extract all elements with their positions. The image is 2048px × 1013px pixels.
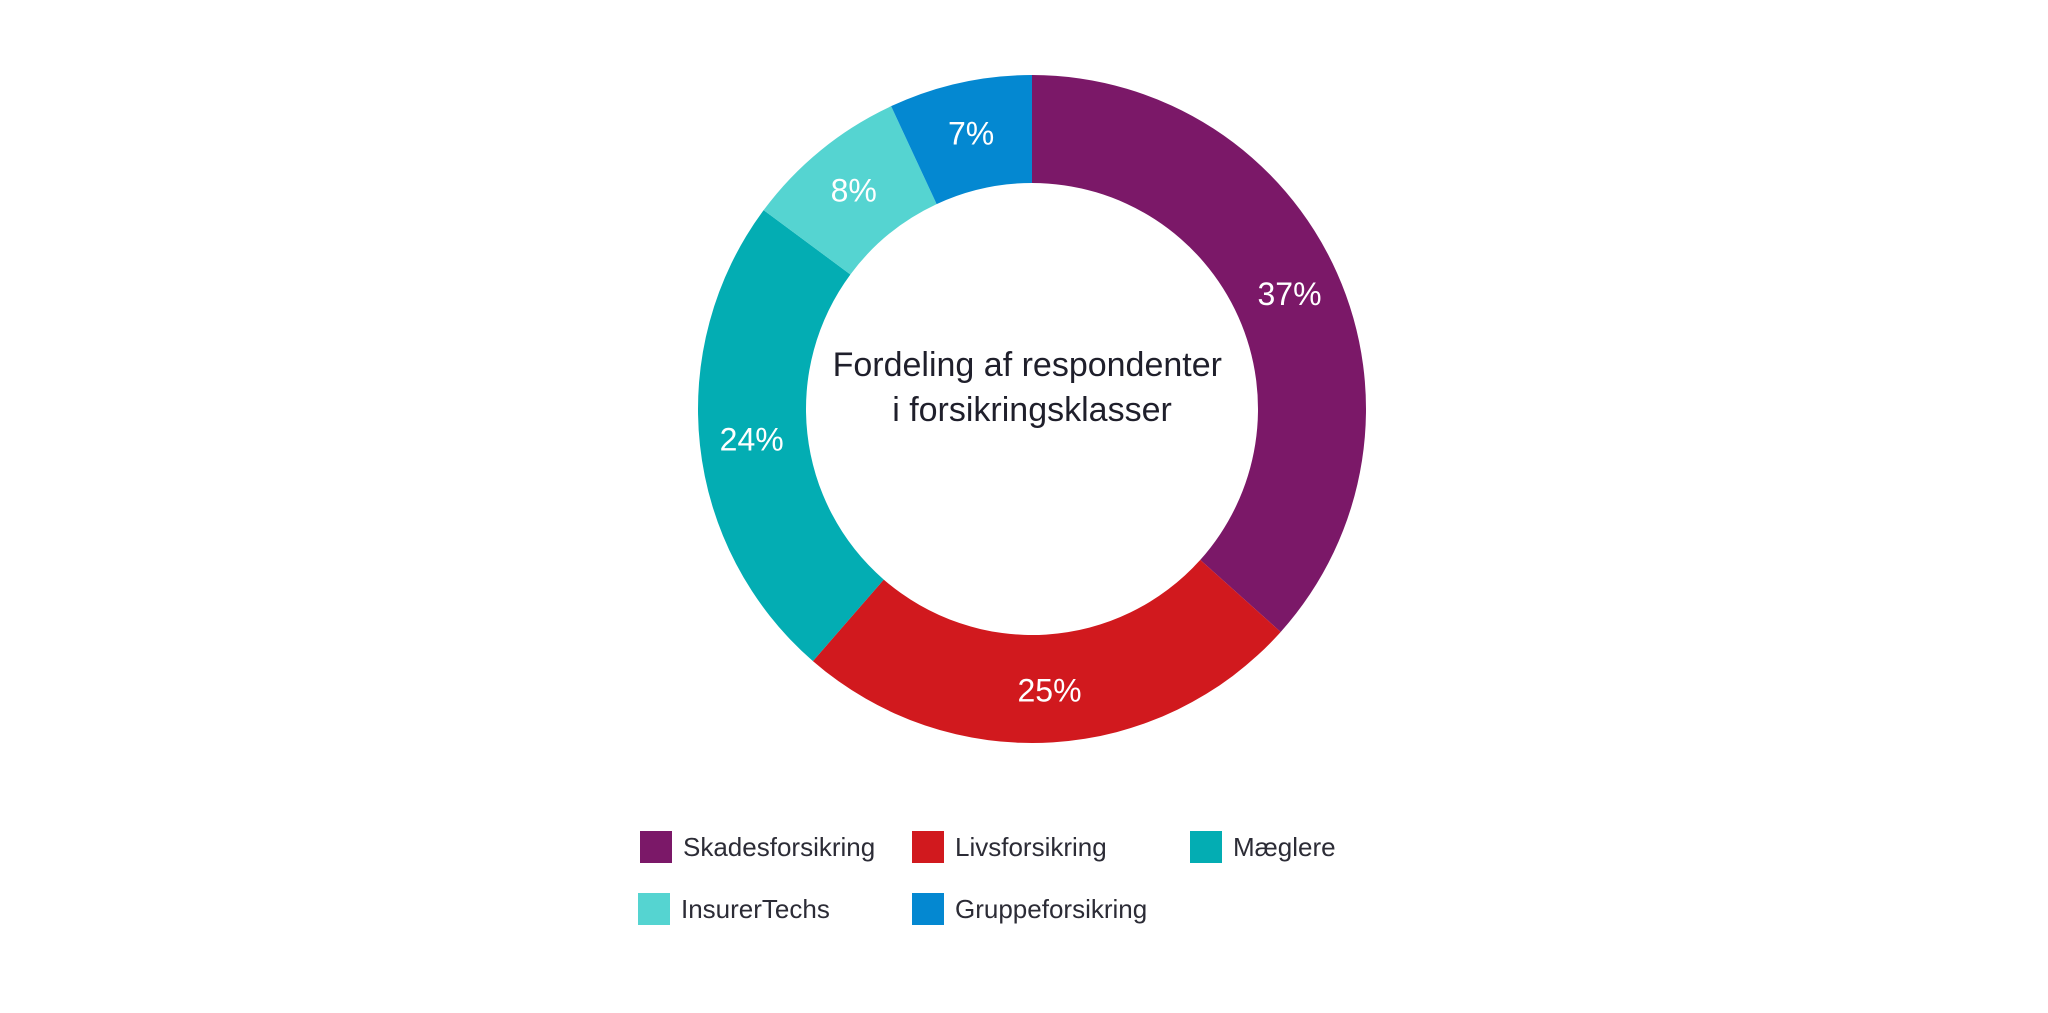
- slice-label-mæglere: 24%: [720, 422, 784, 458]
- slice-gruppeforsikring: [891, 75, 1032, 205]
- slice-label-skadesforsikring: 37%: [1257, 276, 1321, 312]
- legend-label: Gruppeforsikring: [955, 894, 1147, 924]
- chart-legend: Skadesforsikring Livsforsikring Mæglere Ins…: [638, 831, 1336, 925]
- legend-swatch: [912, 893, 944, 925]
- slice-mæglere: [698, 210, 884, 662]
- legend-label: InsurerTechs: [681, 894, 830, 924]
- legend-label: Skadesforsikring: [683, 832, 875, 862]
- legend-item-mæglere: Mæglere: [1190, 831, 1336, 863]
- legend-swatch: [912, 831, 944, 863]
- legend-swatch: [640, 831, 672, 863]
- legend-item-skadesforsikring: Skadesforsikring: [640, 831, 875, 863]
- chart-title: Fordeling af respondenter i forsikringsk…: [833, 346, 1232, 429]
- chart-title-line-1: Fordeling af respondenter: [833, 346, 1222, 384]
- slice-skadesforsikring: [1032, 75, 1367, 632]
- legend-item-livsforsikring: Livsforsikring: [912, 831, 1107, 863]
- slice-label-insurertechs: 8%: [831, 172, 877, 208]
- legend-label: Livsforsikring: [955, 832, 1107, 862]
- legend-item-gruppeforsikring: Gruppeforsikring: [912, 893, 1147, 925]
- slice-label-gruppeforsikring: 7%: [948, 116, 994, 152]
- chart-title-line-2: i forsikringsklasser: [892, 391, 1172, 429]
- slice-insurertechs: [763, 106, 937, 275]
- legend-item-insurertechs: InsurerTechs: [638, 893, 830, 925]
- donut-slices: [698, 75, 1367, 744]
- legend-swatch: [638, 893, 670, 925]
- legend-swatch: [1190, 831, 1222, 863]
- slice-value-labels: 37% 25% 24% 8% 7%: [720, 116, 1322, 709]
- slice-label-livsforsikring: 25%: [1018, 672, 1082, 708]
- slice-livsforsikring: [812, 559, 1281, 744]
- legend-label: Mæglere: [1233, 832, 1336, 862]
